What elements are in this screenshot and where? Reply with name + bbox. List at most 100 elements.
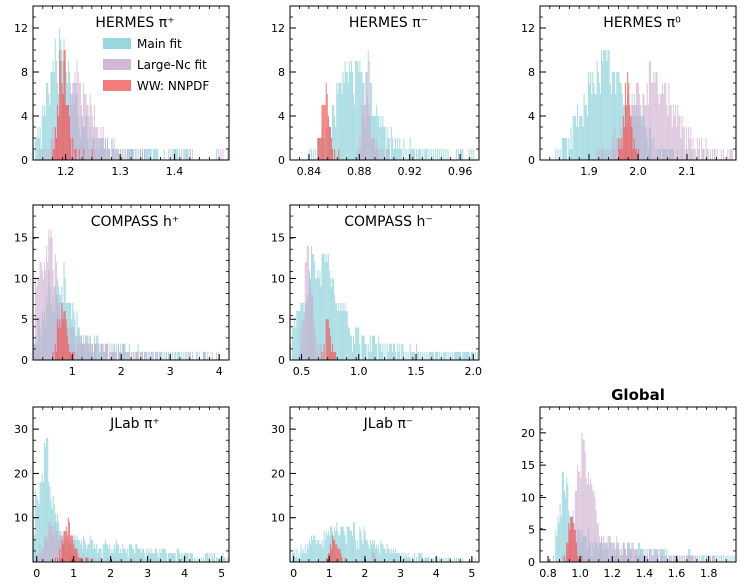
bar-main-fit	[359, 61, 361, 160]
bar-large-nc-fit	[644, 105, 646, 160]
bars-global	[553, 432, 735, 562]
x-tick-label: 1	[326, 567, 333, 580]
bar-main-fit	[91, 539, 93, 562]
bar-large-nc-fit	[375, 149, 377, 160]
bar-main-fit	[338, 302, 340, 360]
bar-main-fit	[362, 544, 364, 562]
bar-large-nc-fit	[128, 351, 130, 360]
x-tick-label: 1.9	[580, 165, 598, 178]
bar-main-fit	[168, 553, 170, 562]
legend-label: WW: NNPDF	[137, 79, 209, 93]
bar-main-fit	[573, 116, 575, 160]
bar-large-nc-fit	[372, 138, 374, 160]
bar-large-nc-fit	[91, 343, 93, 360]
bar-large-nc-fit	[357, 149, 359, 160]
bar-main-fit	[398, 553, 400, 562]
bar-large-nc-fit	[119, 351, 121, 360]
bar-ww-nnpdf	[64, 311, 66, 360]
bars-jlab-pi-minus	[290, 522, 476, 562]
bar-main-fit	[342, 72, 344, 160]
bar-large-nc-fit	[312, 294, 314, 360]
y-tick-label: 0	[21, 154, 28, 167]
bar-large-nc-fit	[387, 149, 389, 160]
bar-main-fit	[189, 553, 191, 562]
bar-main-fit	[439, 351, 441, 360]
bar-main-fit	[374, 335, 376, 360]
bar-large-nc-fit	[43, 535, 45, 562]
bar-main-fit	[474, 557, 476, 562]
bar-main-fit	[152, 149, 154, 160]
bar-main-fit	[63, 262, 65, 360]
bar-ww-nnpdf	[52, 351, 54, 360]
bar-large-nc-fit	[304, 262, 306, 360]
bar-large-nc-fit	[654, 83, 656, 160]
bar-main-fit	[302, 548, 304, 562]
bar-main-fit	[585, 105, 587, 160]
bar-main-fit	[350, 531, 352, 562]
bar-ww-nnpdf	[631, 127, 633, 160]
bar-large-nc-fit	[141, 557, 143, 562]
bar-large-nc-fit	[109, 557, 111, 562]
bar-large-nc-fit	[128, 149, 130, 160]
bar-main-fit	[359, 343, 361, 360]
bar-main-fit	[358, 548, 360, 562]
bar-main-fit	[46, 83, 48, 160]
bar-large-nc-fit	[40, 262, 42, 360]
bar-main-fit	[380, 116, 382, 160]
bar-large-nc-fit	[89, 94, 91, 160]
bar-large-nc-fit	[98, 138, 100, 160]
bar-main-fit	[168, 351, 170, 360]
bar-main-fit	[460, 557, 462, 562]
bars-jlab-pi-plus	[33, 438, 229, 562]
bar-main-fit	[560, 516, 562, 562]
bar-main-fit	[378, 544, 380, 562]
bar-main-fit	[380, 343, 382, 360]
bar-main-fit	[441, 557, 443, 562]
bar-main-fit	[443, 351, 445, 360]
bar-main-fit	[413, 553, 415, 562]
bar-large-nc-fit	[629, 549, 631, 562]
bar-large-nc-fit	[583, 439, 585, 562]
x-tick-label: 0.8	[539, 567, 557, 580]
bar-main-fit	[401, 343, 403, 360]
bar-main-fit	[178, 149, 180, 160]
bar-main-fit	[337, 531, 339, 562]
bar-main-fit	[616, 72, 618, 160]
bar-large-nc-fit	[102, 127, 104, 160]
bar-ww-nnpdf	[79, 557, 81, 562]
bar-ww-nnpdf	[56, 557, 59, 562]
bar-main-fit	[134, 553, 136, 562]
x-tick-label: 4	[216, 365, 223, 378]
bar-main-fit	[161, 548, 163, 562]
bar-main-fit	[290, 557, 292, 562]
bar-large-nc-fit	[112, 351, 114, 360]
bar-large-nc-fit	[651, 83, 653, 160]
bar-large-nc-fit	[98, 343, 100, 360]
bar-main-fit	[226, 557, 228, 562]
bar-large-nc-fit	[607, 149, 609, 160]
bar-large-nc-fit	[84, 94, 86, 160]
bar-large-nc-fit	[126, 351, 128, 360]
x-tick-label: 0.5	[293, 365, 311, 378]
bar-ww-nnpdf	[327, 553, 329, 562]
bar-large-nc-fit	[596, 149, 598, 160]
bar-large-nc-fit	[679, 555, 681, 562]
bar-main-fit	[164, 548, 166, 562]
bar-large-nc-fit	[131, 351, 133, 360]
bar-main-fit	[612, 72, 615, 160]
bar-main-fit	[638, 542, 640, 562]
y-tick-label: 20	[521, 427, 535, 440]
bar-ww-nnpdf	[52, 149, 54, 160]
bar-main-fit	[437, 557, 439, 562]
bar-ww-nnpdf	[70, 138, 72, 160]
bar-main-fit	[390, 343, 392, 360]
bar-large-nc-fit	[109, 343, 111, 360]
bar-large-nc-fit	[132, 149, 134, 160]
bar-main-fit	[202, 557, 204, 562]
bar-main-fit	[150, 149, 152, 160]
bar-large-nc-fit	[709, 149, 711, 160]
bar-large-nc-fit	[124, 351, 126, 360]
bar-large-nc-fit	[642, 549, 644, 562]
x-tick-label: 0	[290, 567, 297, 580]
bar-main-fit	[391, 351, 393, 360]
